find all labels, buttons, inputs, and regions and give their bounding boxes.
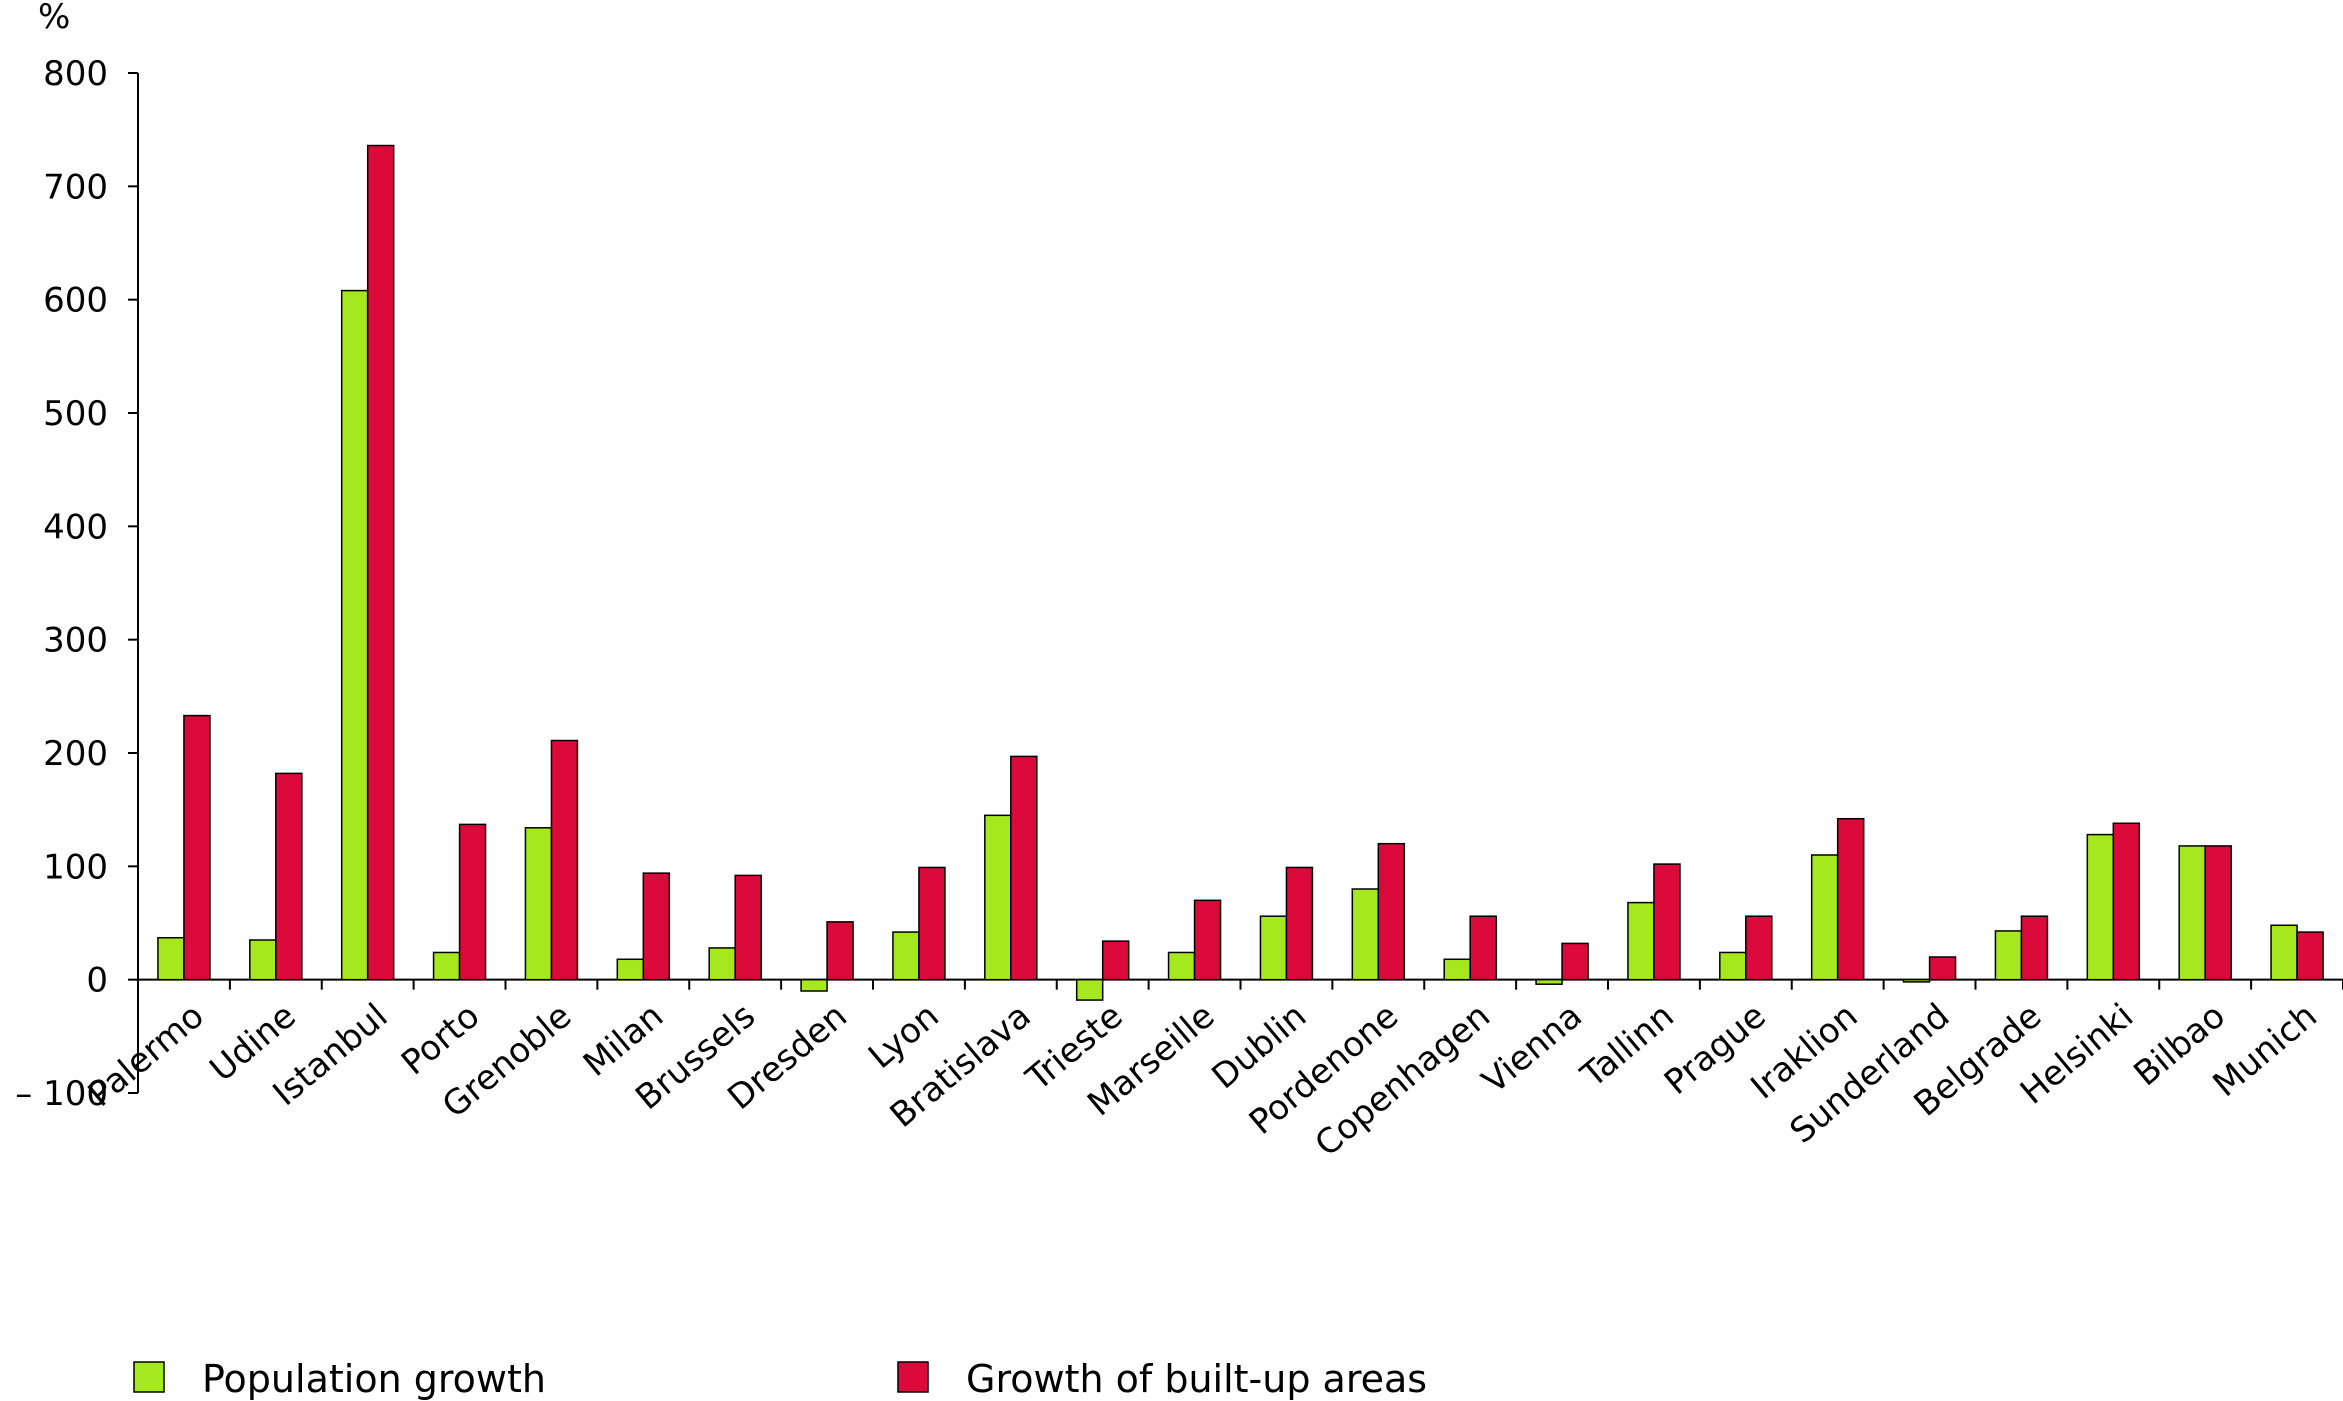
- legend: Population growth Growth of built-up area…: [133, 1357, 1427, 1401]
- bar-built-up-growth-pordenone: [1377, 842, 1406, 981]
- legend-swatch: [133, 1361, 165, 1393]
- bar-built-up-growth-brussels: [734, 874, 762, 981]
- bar-population-growth-dublin: [1259, 915, 1288, 981]
- bar-built-up-growth-belgrade: [2020, 915, 2049, 981]
- bar-built-up-growth-porto: [458, 823, 487, 981]
- x-category-label: Palermo: [81, 996, 212, 1115]
- bar-built-up-growth-dresden: [826, 921, 854, 981]
- y-tick-label: – 100: [15, 1074, 108, 1114]
- bar-built-up-growth-bratislava: [1010, 755, 1038, 981]
- bar-population-growth-vienna: [1535, 978, 1563, 985]
- bar-population-growth-helsinki: [2086, 833, 2115, 981]
- bar-population-growth-pordenone: [1351, 888, 1380, 981]
- bar-built-up-growth-udine: [275, 772, 303, 981]
- bar-built-up-growth-grenoble: [550, 739, 579, 981]
- bar-built-up-growth-tallinn: [1653, 863, 1681, 981]
- bar-population-growth-istanbul: [340, 289, 369, 981]
- y-tick-label: 400: [43, 507, 108, 547]
- bar-population-growth-udine: [249, 939, 277, 981]
- bar-population-growth-copenhagen: [1443, 958, 1471, 981]
- bar-built-up-growth-milan: [642, 872, 671, 981]
- bar-population-growth-grenoble: [524, 827, 553, 981]
- y-tick-label: 600: [43, 281, 108, 321]
- y-tick-label: 100: [43, 847, 108, 887]
- bar-built-up-growth-dublin: [1285, 866, 1314, 981]
- bar-population-growth-sunderland: [1902, 978, 1931, 983]
- bar-population-growth-bratislava: [984, 814, 1012, 981]
- bar-population-growth-porto: [432, 951, 461, 981]
- bar-population-growth-brussels: [708, 947, 736, 981]
- x-axis-labels: PalermoUdineIstanbulPortoGrenobleMilanBr…: [81, 996, 2325, 1165]
- axes: [137, 73, 2343, 1093]
- y-axis-ticks: 800 700 600 500 400 300 200 100 0 – 100: [15, 54, 138, 1114]
- bar-population-growth-dresden: [800, 978, 828, 992]
- y-tick-label: 500: [43, 394, 108, 434]
- bar-built-up-growth-helsinki: [2112, 822, 2141, 981]
- bar-population-growth-palermo: [157, 936, 185, 981]
- legend-label: Growth of built-up areas: [966, 1357, 1427, 1401]
- bar-built-up-growth-lyon: [918, 866, 946, 981]
- bar-population-growth-lyon: [892, 931, 920, 981]
- bar-built-up-growth-istanbul: [366, 144, 395, 981]
- x-category-label: Munich: [2206, 996, 2325, 1105]
- legend-label: Population growth: [202, 1357, 546, 1401]
- bar-population-growth-iraklion: [1810, 854, 1839, 981]
- bar-population-growth-munich: [2270, 924, 2298, 981]
- bar-built-up-growth-trieste: [1101, 940, 1130, 981]
- bar-population-growth-marseille: [1167, 951, 1196, 981]
- bar-built-up-growth-marseille: [1193, 899, 1222, 981]
- bar-built-up-growth-sunderland: [1928, 956, 1957, 981]
- bar-built-up-growth-prague: [1745, 915, 1773, 981]
- x-category-label: Vienna: [1475, 996, 1590, 1102]
- bar-population-growth-milan: [616, 958, 645, 981]
- bar-built-up-growth-munich: [2296, 931, 2324, 981]
- bar-population-growth-prague: [1719, 951, 1747, 981]
- legend-swatch: [897, 1361, 929, 1393]
- bar-built-up-growth-palermo: [183, 714, 211, 981]
- bar-built-up-growth-vienna: [1561, 942, 1589, 981]
- bar-population-growth-trieste: [1075, 978, 1104, 1001]
- bar-built-up-growth-bilbao: [2204, 845, 2232, 981]
- bars: [157, 144, 2324, 1001]
- y-tick-label: 700: [43, 167, 108, 207]
- bar-population-growth-tallinn: [1627, 901, 1655, 981]
- bar-population-growth-bilbao: [2178, 845, 2206, 981]
- y-tick-label: 200: [43, 734, 108, 774]
- bar-built-up-growth-iraklion: [1836, 817, 1865, 981]
- y-tick-label: 0: [86, 961, 108, 1001]
- bar-built-up-growth-copenhagen: [1469, 915, 1497, 981]
- y-tick-label: 800: [43, 54, 108, 94]
- y-tick-label: 300: [43, 621, 108, 661]
- y-axis-unit-label: %: [38, 0, 70, 37]
- bar-population-growth-belgrade: [1994, 930, 2023, 981]
